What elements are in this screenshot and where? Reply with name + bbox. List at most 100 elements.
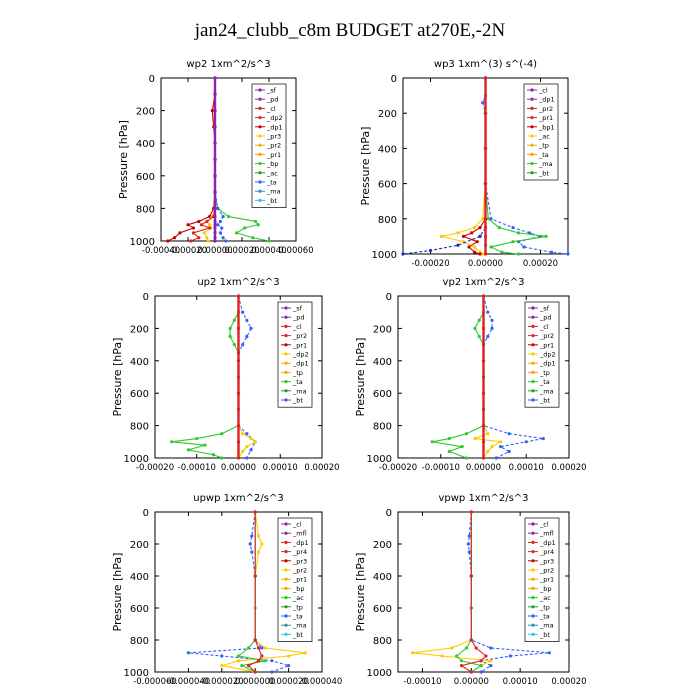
y-tick-label: 200 [136,107,155,118]
legend [251,83,287,208]
data-point [253,510,257,514]
legend-marker [258,134,262,138]
data-point [411,651,415,655]
legend-entry: _dp1 [292,539,309,547]
legend-entry: _tp [539,369,550,377]
legend-entry: _pr2 [539,567,554,575]
data-point [481,252,485,256]
data-point [481,359,486,363]
legend-entry: _ma [539,622,554,630]
legend-entry: _bp1 [538,123,555,131]
legend-marker [258,125,262,129]
legend-marker [530,106,534,110]
y-tick-label: 600 [373,604,392,615]
legend-marker [284,623,288,627]
legend [523,83,559,181]
data-point [483,76,488,80]
legend-marker [284,522,288,526]
legend-marker [530,97,534,101]
data-point [203,443,207,447]
legend-entry: _mfl [292,530,307,538]
data-point [228,326,232,330]
data-point [249,436,253,441]
legend-marker [531,324,535,328]
legend-marker [531,306,535,310]
data-point [303,651,307,655]
legend-entry: _bp [539,585,552,593]
data-point [479,670,483,674]
y-tick-label: 1000 [367,454,392,465]
legend-entry: _ta [292,613,303,621]
data-point [218,219,222,224]
data-point [224,239,228,243]
legend-marker [284,370,288,374]
legend-marker [530,134,534,138]
data-point [541,436,545,441]
data-point [474,646,478,650]
data-point [511,226,515,230]
data-point [216,223,220,227]
legend-entry: _ma [292,387,307,395]
x-tick-label: 0.000020 [268,677,309,687]
legend-marker [284,632,288,637]
y-tick-label: 400 [373,357,392,368]
data-point [270,670,274,674]
x-tick-label: 0.00000 [197,246,232,256]
legend-marker [531,577,535,581]
x-tick-label: 0.00020 [304,463,339,473]
data-point [481,217,485,221]
y-tick-label: 400 [130,357,149,368]
data-point [260,646,264,650]
data-point [213,223,217,227]
data-point [477,334,481,339]
legend-marker [258,189,262,193]
data-point [170,440,174,444]
data-point [566,252,570,256]
data-point [481,326,486,330]
y-tick-label: 800 [130,422,149,433]
x-tick-label: -0.00020 [136,463,174,473]
x-tick-label: -0.00040 [142,246,180,256]
data-point [467,534,471,538]
data-point [186,223,190,227]
data-point [241,343,245,347]
x-tick-label: 0.00020 [523,259,558,269]
data-point [450,646,454,650]
data-point [205,219,209,224]
legend-marker [530,152,534,156]
y-axis-label: Pressure [hPa] [354,338,367,417]
y-tick-label: 800 [378,215,397,226]
data-point [195,436,199,441]
data-point [250,550,254,554]
data-point [236,654,241,658]
legend-entry: _pr1 [292,341,307,349]
legend-entry: _ta [538,151,549,159]
data-point [218,231,222,235]
y-tick-label: 1000 [130,237,155,248]
data-point [197,236,201,240]
legend-entry: _bt [538,169,549,177]
data-point [486,217,490,221]
data-point [213,219,217,224]
legend-entry: _sf [266,87,277,95]
legend-marker [531,559,535,563]
data-point [472,245,477,249]
y-tick-label: 0 [143,508,149,519]
data-point [494,456,498,460]
legend-marker [531,334,535,338]
legend-marker [531,398,535,402]
y-tick-label: 400 [373,572,392,583]
legend-entry: _dp1 [539,360,556,368]
data-point [236,456,241,460]
x-tick-label: 0.00040 [251,246,286,256]
legend-entry: _bt [539,397,550,405]
legend-entry: _tp [292,603,303,611]
y-tick-label: 200 [130,324,149,335]
legend-marker [530,171,534,175]
data-point [213,239,217,243]
legend-marker [258,88,262,92]
y-axis-label: Pressure [hPa] [354,553,367,632]
legend-entry: _cl [292,521,302,529]
data-point [490,318,494,322]
